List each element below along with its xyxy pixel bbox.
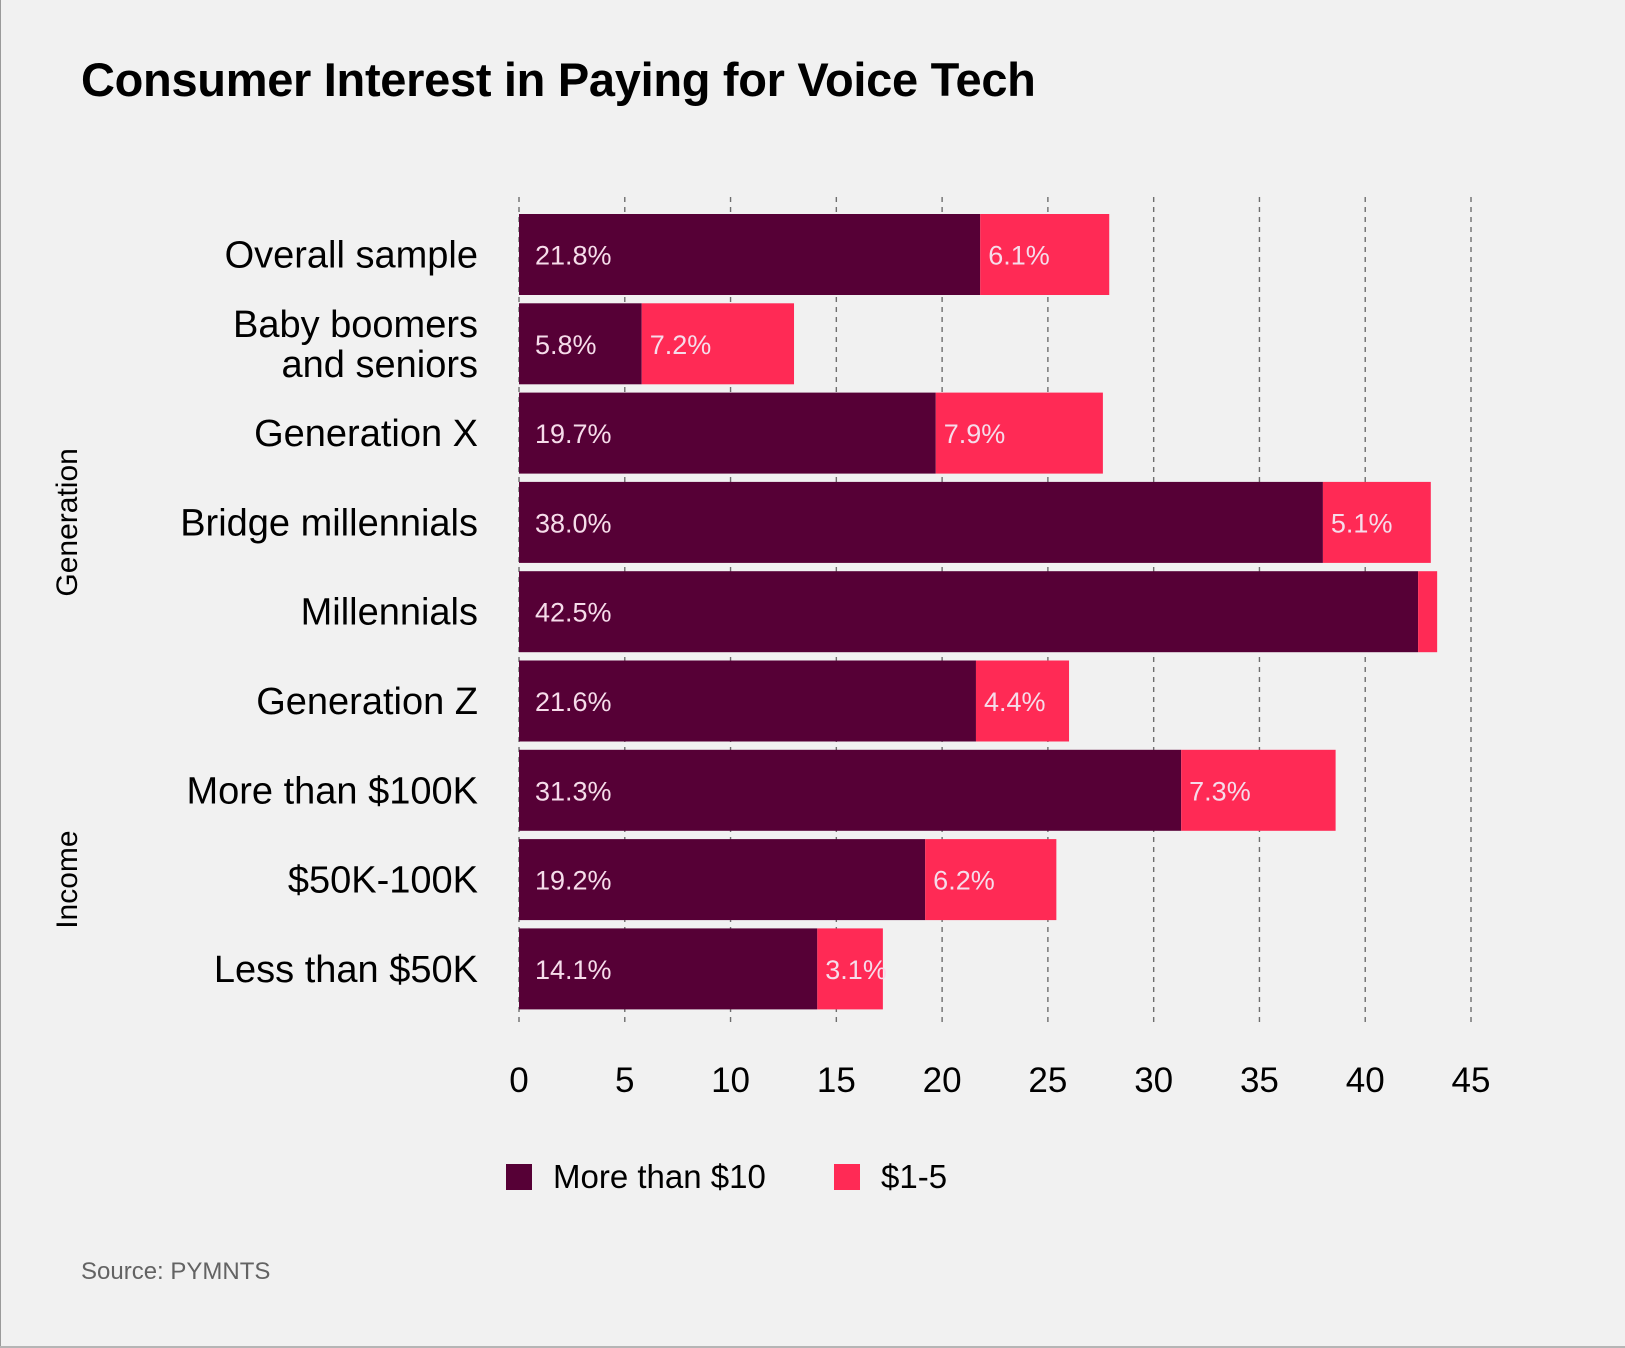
category-label-generation-z: Generation Z: [256, 681, 478, 723]
legend-item-more-than-10: More than $10: [506, 1158, 766, 1196]
frame-bottom-border: [0, 1346, 1625, 1348]
category-label-generation-x: Generation X: [254, 413, 478, 455]
category-label-bridge-millennials: Bridge millennials: [180, 502, 478, 544]
x-tick-label-15: 15: [817, 1061, 856, 1100]
x-tick-label-45: 45: [1452, 1061, 1491, 1100]
value-label-generation-z-1-5: 4.4%: [984, 687, 1046, 717]
value-label-less-than-50k-1-5: 3.1%: [825, 955, 887, 985]
group-label-generation: Generation: [51, 448, 84, 596]
bar-50k-100k-more-than-10: [519, 839, 926, 921]
bar-more-than-100k-1-5: [1181, 749, 1336, 831]
frame-left-border: [0, 0, 1, 1348]
bar-more-than-100k-more-than-10: [519, 749, 1182, 831]
category-label-millennials: Millennials: [301, 592, 478, 634]
x-tick-label-5: 5: [615, 1061, 634, 1100]
category-label-less-than-50k: Less than $50K: [214, 949, 478, 991]
bar-baby-boomers-and-seniors-more-than-10: [519, 303, 642, 385]
value-label-generation-z-more-than-10: 21.6%: [535, 687, 612, 717]
category-label-line: More than $100K: [186, 770, 478, 812]
value-label-baby-boomers-and-seniors-1-5: 7.2%: [650, 330, 712, 360]
category-label-overall-sample: Overall sample: [225, 235, 478, 277]
bar-generation-x-1-5: [935, 392, 1103, 474]
bar-generation-z-1-5: [975, 660, 1070, 742]
bar-generation-x-more-than-10: [519, 392, 936, 474]
x-tick-label-40: 40: [1346, 1061, 1385, 1100]
bar-overall-sample-more-than-10: [519, 214, 981, 295]
bar-50k-100k-1-5: [925, 839, 1057, 921]
category-label-more-than-100k: More than $100K: [186, 770, 478, 812]
bar-generation-z-more-than-10: [519, 660, 976, 742]
category-label-line: and seniors: [282, 344, 478, 386]
category-label-baby-boomers-and-seniors: Baby boomers and seniors: [233, 304, 478, 386]
category-label-line: Less than $50K: [214, 949, 478, 991]
value-label-50k-100k-1-5: 6.2%: [933, 866, 995, 896]
bar-bridge-millennials-1-5: [1322, 481, 1431, 563]
x-tick-label-10: 10: [711, 1061, 750, 1100]
legend-label-more-than-10: More than $10: [553, 1158, 766, 1195]
value-label-generation-x-1-5: 7.9%: [944, 419, 1006, 449]
category-label-line: Generation X: [254, 413, 478, 455]
x-tick-label-30: 30: [1134, 1061, 1173, 1100]
value-label-more-than-100k-more-than-10: 31.3%: [535, 776, 612, 806]
bar-less-than-50k-more-than-10: [519, 928, 818, 1010]
value-label-millennials-more-than-10: 42.5%: [535, 598, 612, 628]
category-label-line: Millennials: [301, 592, 478, 634]
source-note: Source: PYMNTS: [81, 1258, 271, 1285]
bar-millennials-1-5: [1418, 571, 1438, 653]
value-label-less-than-50k-more-than-10: 14.1%: [535, 955, 612, 985]
value-label-bridge-millennials-1-5: 5.1%: [1331, 508, 1393, 538]
category-label-50k-100k: $50K-100K: [288, 860, 478, 902]
legend-item-1-5: $1-5: [834, 1158, 947, 1196]
x-tick-label-20: 20: [923, 1061, 962, 1100]
x-tick-label-0: 0: [509, 1061, 528, 1100]
legend-label-1-5: $1-5: [881, 1158, 948, 1195]
bar-millennials-more-than-10: [519, 571, 1419, 653]
bar-overall-sample-1-5: [980, 214, 1110, 295]
group-label-income: Income: [51, 830, 84, 928]
category-label-line: Baby boomers: [233, 304, 478, 346]
category-label-line: Bridge millennials: [180, 502, 478, 544]
value-label-overall-sample-1-5: 6.1%: [988, 241, 1050, 271]
bar-less-than-50k-1-5: [817, 928, 883, 1010]
bar-bridge-millennials-more-than-10: [519, 481, 1323, 563]
chart-title: Consumer Interest in Paying for Voice Te…: [81, 53, 1036, 106]
x-tick-label-35: 35: [1240, 1061, 1279, 1100]
value-label-more-than-100k-1-5: 7.3%: [1189, 776, 1251, 806]
legend-swatch-1-5: [834, 1164, 860, 1190]
bar-baby-boomers-and-seniors-1-5: [641, 303, 795, 385]
value-label-generation-x-more-than-10: 19.7%: [535, 419, 612, 449]
x-tick-label-25: 25: [1028, 1061, 1067, 1100]
value-label-50k-100k-more-than-10: 19.2%: [535, 866, 612, 896]
value-label-overall-sample-more-than-10: 21.8%: [535, 241, 612, 271]
category-label-line: Overall sample: [225, 235, 478, 277]
category-label-line: $50K-100K: [288, 860, 478, 902]
value-label-baby-boomers-and-seniors-more-than-10: 5.8%: [535, 330, 597, 360]
category-label-line: Generation Z: [256, 681, 478, 723]
value-label-bridge-millennials-more-than-10: 38.0%: [535, 508, 612, 538]
legend-swatch-more-than-10: [506, 1164, 532, 1190]
